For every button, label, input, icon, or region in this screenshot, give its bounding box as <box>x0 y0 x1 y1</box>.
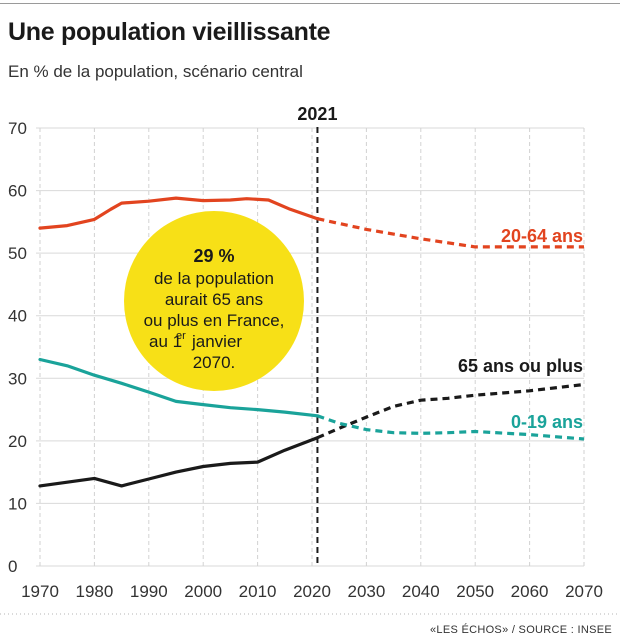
y-tick-label: 20 <box>8 432 27 451</box>
annotation-line: janvier <box>191 332 242 351</box>
y-tick-label: 50 <box>8 244 27 263</box>
x-tick-label: 2010 <box>239 582 277 601</box>
y-tick-label: 60 <box>8 182 27 201</box>
y-tick-label: 10 <box>8 494 27 513</box>
annotation-highlight: 29 % <box>193 246 234 266</box>
series-20-64-line-projection <box>317 217 584 249</box>
series-0-19-line-historic <box>38 357 319 418</box>
annotation-line: de la population <box>154 269 274 288</box>
y-tick-label: 0 <box>8 557 17 576</box>
series-0-19-line-projection <box>316 414 585 441</box>
x-tick-label: 2070 <box>565 582 603 601</box>
y-tick-label: 70 <box>8 119 27 138</box>
x-tick-label: 2030 <box>347 582 385 601</box>
projection-year-label: 2021 <box>297 104 337 124</box>
series-65-plus-line-projection <box>316 382 585 440</box>
series-label-0-19: 0-19 ans <box>511 412 583 432</box>
x-tick-label: 2020 <box>293 582 331 601</box>
x-tick-label: 1970 <box>21 582 59 601</box>
source-credit: «LES ÉCHOS» / SOURCE : INSEE <box>429 624 612 636</box>
annotation-line: aurait 65 ans <box>165 290 263 309</box>
chart-subtitle: En % de la population, scénario central <box>8 62 303 81</box>
annotation-bubble <box>124 211 304 391</box>
x-tick-label: 2000 <box>184 582 222 601</box>
annotation-line: ou plus en France, <box>144 311 285 330</box>
series-65-plus-line-historic <box>38 436 319 488</box>
annotation-line: au 1 <box>149 332 182 351</box>
series-label-20-64: 20-64 ans <box>501 226 583 246</box>
annotation-line: 2070. <box>193 353 236 372</box>
x-tick-label: 2040 <box>402 582 440 601</box>
top-rule <box>0 3 620 4</box>
y-tick-label: 30 <box>8 369 27 388</box>
series-label-65-plus: 65 ans ou plus <box>458 356 583 376</box>
x-tick-label: 1980 <box>75 582 113 601</box>
x-tick-label: 2050 <box>456 582 494 601</box>
y-tick-label: 40 <box>8 307 27 326</box>
chart-title: Une population vieillissante <box>8 18 331 46</box>
annotation-superscript: er <box>176 330 186 342</box>
series-20-64-line-historic <box>38 196 319 230</box>
x-tick-label: 2060 <box>511 582 549 601</box>
x-tick-label: 1990 <box>130 582 168 601</box>
